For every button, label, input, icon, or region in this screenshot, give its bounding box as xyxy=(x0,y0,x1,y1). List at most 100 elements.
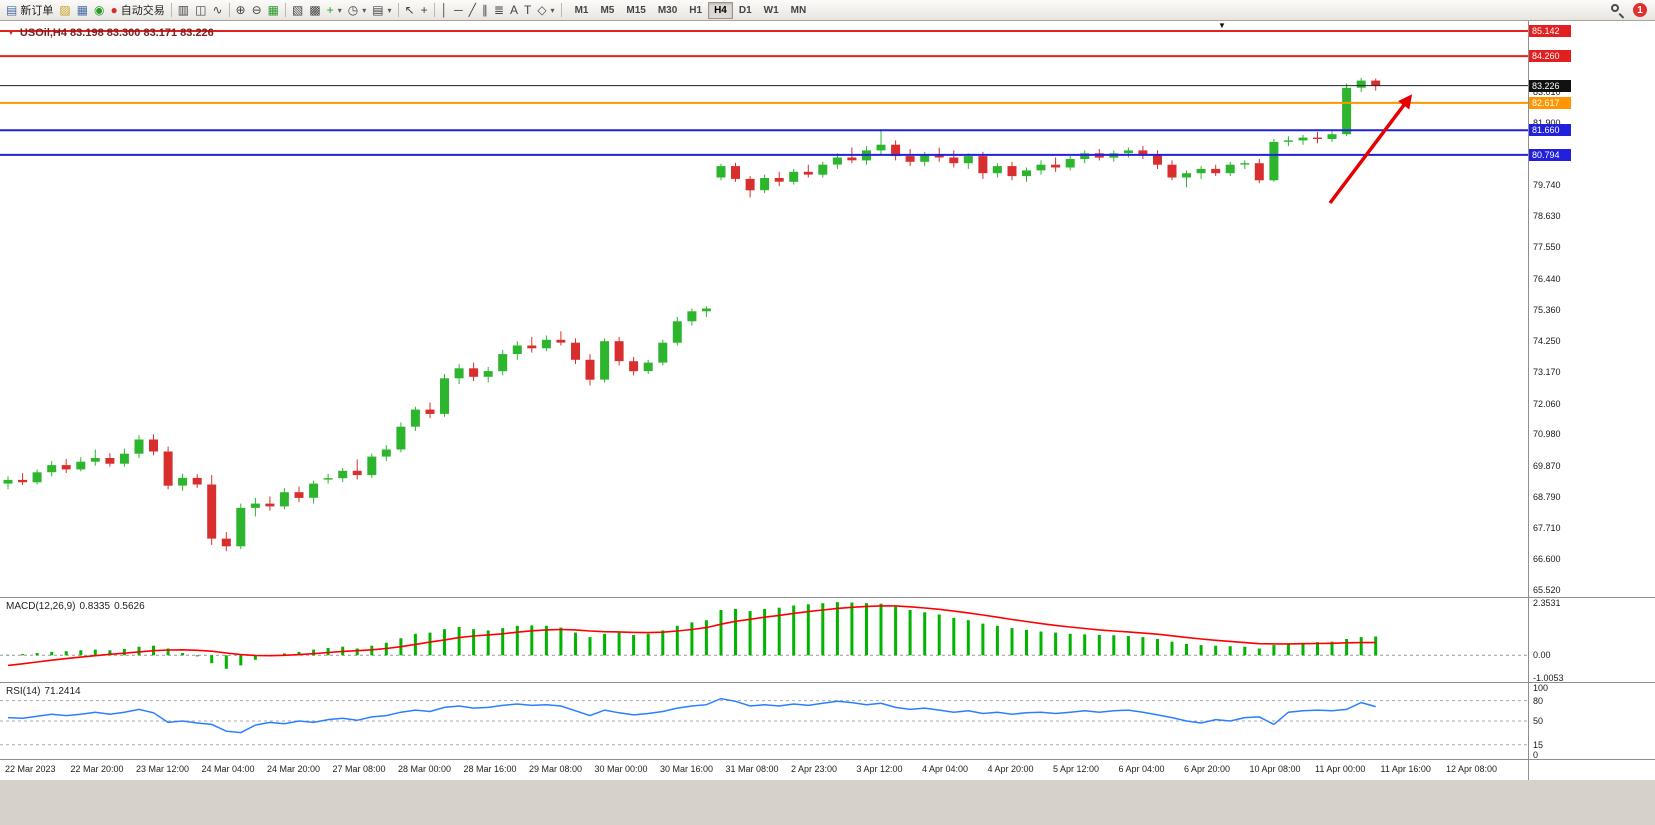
zoom-out-icon[interactable]: ⊖ xyxy=(249,1,265,19)
price-scale-label: 72.060 xyxy=(1533,398,1561,409)
current-price-tag: 83.226 xyxy=(1529,79,1571,92)
price-line-tag: 82.617 xyxy=(1529,96,1571,109)
tile-windows-icon: ▦ xyxy=(267,3,279,17)
time-axis-label: 3 Apr 12:00 xyxy=(856,764,903,774)
price-line-tag: 84.260 xyxy=(1529,50,1571,63)
macd-name: MACD(12,26,9) xyxy=(6,601,76,612)
toolbar-buttons: ▤ 新订单 ▨ ▦ ◉ ● 自动交易 ▥ ◫ ∿ ⊕ ⊖ ▦ ▧ ▩ + ▾ ◷ ▾ ▤ ▾ ↖ + │ ─ ╱ ∥ ≣ A T ◇ ▾ xyxy=(3,1,565,19)
price-scale-label: 73.170 xyxy=(1533,367,1561,377)
zoom-out-icon: ⊖ xyxy=(251,3,262,17)
dropdown-caret-icon[interactable]: ▾ xyxy=(337,5,342,15)
crosshair-icon[interactable]: + xyxy=(418,1,431,19)
dropdown-caret-icon[interactable]: ▾ xyxy=(362,5,367,15)
text-label-icon[interactable]: T xyxy=(521,1,534,19)
time-axis[interactable]: 22 Mar 2023 22 Mar 20:00 23 Mar 12:00 24 Ma… xyxy=(0,760,1528,780)
price-scale-label: 74.250 xyxy=(1533,336,1561,347)
rsi-scale[interactable]: 100 80 50 15 0 xyxy=(1528,683,1655,760)
macd-signal-value: 0.5626 xyxy=(114,601,145,612)
new-chart-icon[interactable]: + ▾ xyxy=(324,1,345,19)
timeframe-button-mn[interactable]: MN xyxy=(790,4,807,16)
signals-icon[interactable]: ◉ xyxy=(91,1,107,19)
time-axis-label: 28 Mar 16:00 xyxy=(463,764,517,774)
horizontal-line-icon[interactable]: ─ xyxy=(451,1,466,19)
timeframe-button-d1[interactable]: D1 xyxy=(738,4,752,16)
rsi-scale-label: 50 xyxy=(1533,716,1544,726)
zoom-in-icon[interactable]: ⊕ xyxy=(233,1,249,19)
toolbar-separator xyxy=(170,3,172,17)
price-line-tag: 85.142 xyxy=(1529,25,1571,38)
toolbar: ▤ 新订单 ▨ ▦ ◉ ● 自动交易 ▥ ◫ ∿ ⊕ ⊖ ▦ ▧ ▩ + ▾ ◷ ▾ ▤ ▾ ↖ + │ ─ ╱ ∥ ≣ A T ◇ ▾ M1… xyxy=(0,0,1655,21)
trendline-icon: ╱ xyxy=(468,3,476,17)
channel-icon[interactable]: ∥ xyxy=(479,1,491,19)
macd-series xyxy=(0,602,1528,669)
timeframe-button-m1[interactable]: M1 xyxy=(574,4,589,16)
auto-trading-button[interactable]: ● 自动交易 xyxy=(108,1,168,19)
price-chart[interactable] xyxy=(0,21,1528,597)
bar-chart-icon[interactable]: ▥ xyxy=(175,1,192,19)
auto-trading-button-icon: ● xyxy=(110,3,118,17)
trendline-icon[interactable]: ╱ xyxy=(466,1,479,19)
rsi-series xyxy=(0,697,1528,746)
toolbar-separator xyxy=(228,3,230,17)
time-axis-label: 4 Apr 20:00 xyxy=(987,764,1034,774)
tile-windows-icon[interactable]: ▦ xyxy=(265,1,282,19)
templates-icon[interactable]: ▤ ▾ xyxy=(369,1,394,19)
price-scale-label: 75.360 xyxy=(1533,304,1561,315)
notification-badge[interactable]: 1 xyxy=(1633,3,1647,17)
vertical-line-icon[interactable]: │ xyxy=(438,1,452,19)
text-icon[interactable]: A xyxy=(507,1,521,19)
search-icon-tail xyxy=(1618,12,1625,19)
shapes-icon[interactable]: ◇ ▾ xyxy=(534,1,557,19)
text-label-icon: T xyxy=(523,3,532,17)
new-order-button[interactable]: ▤ 新订单 xyxy=(3,1,56,19)
periods-icon[interactable]: ◷ ▾ xyxy=(345,1,370,19)
timeframe-button-m15[interactable]: M15 xyxy=(626,4,646,16)
fibonacci-icon[interactable]: ≣ xyxy=(491,1,507,19)
macd-scale-label: 2.3531 xyxy=(1533,598,1561,608)
rsi-scale-label: 80 xyxy=(1533,695,1544,706)
chart-title-text: USOil,H4 83.198 83.300 83.171 83.226 xyxy=(19,27,214,39)
time-axis-label: 27 Mar 08:00 xyxy=(332,764,386,774)
timeframe-button-h1[interactable]: H1 xyxy=(689,4,703,16)
price-scale-label: 76.440 xyxy=(1533,273,1561,284)
time-axis-label: 30 Mar 16:00 xyxy=(660,764,714,774)
price-scale-label: 69.870 xyxy=(1533,460,1561,471)
macd-chart[interactable] xyxy=(0,598,1528,682)
macd-panel: 2.3531 0.00 -1.0053 MACD(12,26,9) 0.8335 0.5… xyxy=(0,598,1655,683)
dropdown-caret-icon[interactable]: ▾ xyxy=(550,5,555,15)
search-icon[interactable] xyxy=(1610,3,1625,19)
rsi-scale-label: 15 xyxy=(1533,739,1544,750)
bottom-strip xyxy=(0,780,1655,825)
timeframe-button-w1[interactable]: W1 xyxy=(763,4,779,16)
time-axis-label: 6 Apr 20:00 xyxy=(1184,764,1231,774)
line-chart-icon[interactable]: ∿ xyxy=(209,1,225,19)
rsi-scale-label: 100 xyxy=(1533,683,1549,693)
timeframe-button-h4[interactable]: H4 xyxy=(708,1,733,19)
timeframe-button-m30[interactable]: M30 xyxy=(657,4,678,16)
shapes-icon: ◇ xyxy=(537,3,547,17)
timeframe-button-m5[interactable]: M5 xyxy=(600,4,615,16)
timeframe-toolbar: M1 M5 M15 M30 H1 H4 D1 W1 MN xyxy=(569,1,813,19)
price-scale-label: 79.740 xyxy=(1533,179,1561,190)
time-axis-label: 22 Mar 2023 xyxy=(5,764,56,774)
rsi-chart[interactable] xyxy=(0,683,1528,759)
candlestick-chart-icon[interactable]: ◫ xyxy=(192,1,209,19)
cursor-icon[interactable]: ↖ xyxy=(402,1,418,19)
rsi-panel: 100 80 50 15 0 RSI(14) 71.2414 xyxy=(0,683,1655,760)
time-axis-label: 29 Mar 08:00 xyxy=(529,764,583,774)
market-watch-icon[interactable]: ▦ xyxy=(74,1,91,19)
templates-icon: ▤ xyxy=(372,3,384,17)
price-line-tag: 80.794 xyxy=(1529,148,1571,161)
dropdown-caret-icon[interactable]: ▾ xyxy=(387,5,392,15)
rsi-name: RSI(14) xyxy=(6,686,41,697)
chart-shift-icon[interactable]: ▩ xyxy=(306,1,323,19)
macd-scale[interactable]: 2.3531 0.00 -1.0053 xyxy=(1528,598,1655,683)
metaeditor-icon[interactable]: ▨ xyxy=(56,1,73,19)
chart-shift-marker[interactable]: ▼ xyxy=(1218,21,1226,30)
toolbar-separator xyxy=(433,3,435,17)
time-axis-label: 5 Apr 12:00 xyxy=(1053,764,1100,774)
price-scale[interactable]: 83.010 81.900 79.740 78.630 77.550 76.440 75.3… xyxy=(1528,21,1655,597)
macd-scale-label: 0.00 xyxy=(1533,650,1551,661)
toolbar-separator xyxy=(284,3,286,17)
auto-arrange-icon[interactable]: ▧ xyxy=(289,1,306,19)
